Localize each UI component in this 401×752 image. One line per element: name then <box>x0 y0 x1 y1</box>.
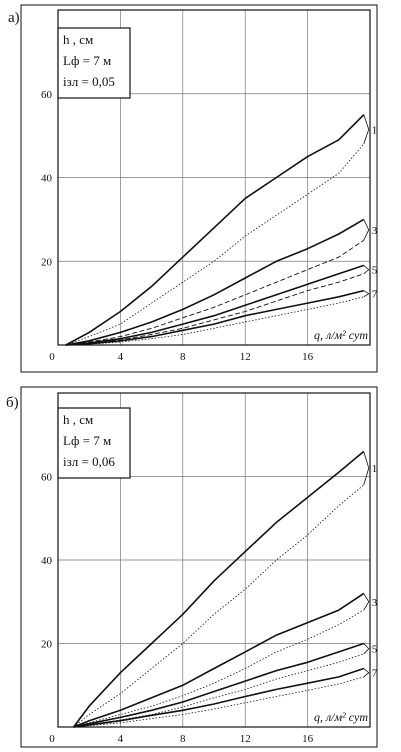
curve-bracket <box>363 668 370 678</box>
x-tick-label: 8 <box>180 351 186 363</box>
series-line-7 <box>65 289 364 346</box>
y-tick-label: 60 <box>41 89 53 101</box>
series-line-aux-7 <box>73 676 364 728</box>
x-tick-label: 8 <box>180 733 186 745</box>
x-axis-label: q, л/м² сут <box>314 328 368 342</box>
plot-area <box>57 9 371 346</box>
x-tick-label: 0 <box>49 351 55 363</box>
series-line-aux-1 <box>65 143 365 346</box>
x-tick-label: 4 <box>118 351 124 363</box>
curve-bracket <box>363 451 370 485</box>
x-tick-label: 12 <box>240 733 251 745</box>
series-line-aux-1 <box>73 484 365 728</box>
curve-bracket <box>363 114 370 145</box>
legend-line-3: iзл = 0,06 <box>63 454 115 469</box>
legend-line-3: iзл = 0,05 <box>63 74 115 89</box>
legend-box <box>57 27 131 99</box>
curve-bracket <box>363 219 370 241</box>
plot-area <box>57 392 371 728</box>
legend-line-2: Lф = 7 м <box>63 53 111 68</box>
y-tick-label: 20 <box>41 639 53 651</box>
x-tick-label: 0 <box>49 733 55 745</box>
curve-label-3: 3 <box>372 225 378 237</box>
series-line-3 <box>65 218 365 346</box>
x-tick-label: 4 <box>118 733 124 745</box>
y-tick-label: 20 <box>41 256 53 268</box>
series-line-aux-3 <box>73 609 365 728</box>
y-tick-label: 40 <box>41 555 53 567</box>
x-axis-label: q, л/м² сут <box>314 710 368 724</box>
curve-bracket <box>363 643 370 655</box>
curve-bracket <box>363 593 370 611</box>
curve-label-7: 7 <box>372 289 378 301</box>
series-line-3 <box>73 592 365 728</box>
legend-box <box>57 407 131 479</box>
x-tick-label: 16 <box>302 351 314 363</box>
series-line-aux-5 <box>65 273 364 346</box>
curve-label-3: 3 <box>372 597 378 609</box>
chart-panel-1: а) 0 4 8 12 16 20 40 60 q, л/м² сут 1 3 5 7 h , см Lф =… <box>8 4 378 373</box>
series-line-aux-7 <box>65 296 364 346</box>
curve-label-1: 1 <box>372 124 378 136</box>
panel-label: а) <box>8 10 20 26</box>
legend-line-1: h , см <box>63 32 93 47</box>
curve-bracket <box>363 265 370 275</box>
legend-line-1: h , см <box>63 412 93 427</box>
series-line-5 <box>65 264 365 346</box>
y-tick-label: 40 <box>41 173 53 185</box>
x-tick-label: 16 <box>302 733 314 745</box>
curve-label-5: 5 <box>372 644 378 656</box>
legend-line-2: Lф = 7 м <box>63 433 111 448</box>
x-tick-label: 12 <box>240 351 251 363</box>
chart-panel-2: б) 0 4 8 12 16 20 40 60 q, л/м² сут 1 3 5 7 h , см Lф =… <box>6 386 378 748</box>
curve-label-5: 5 <box>372 265 378 277</box>
outer-frame <box>20 386 378 748</box>
series-line-aux-3 <box>65 239 365 346</box>
series-line-5 <box>73 642 365 728</box>
y-tick-label: 60 <box>41 472 53 484</box>
outer-frame <box>20 4 378 373</box>
curve-label-1: 1 <box>372 463 378 475</box>
series-line-1 <box>72 450 365 728</box>
series-line-1 <box>65 114 365 346</box>
panel-label: б) <box>6 395 19 411</box>
series-line-7 <box>73 667 365 728</box>
curve-label-7: 7 <box>372 668 378 680</box>
curve-bracket <box>363 290 370 298</box>
